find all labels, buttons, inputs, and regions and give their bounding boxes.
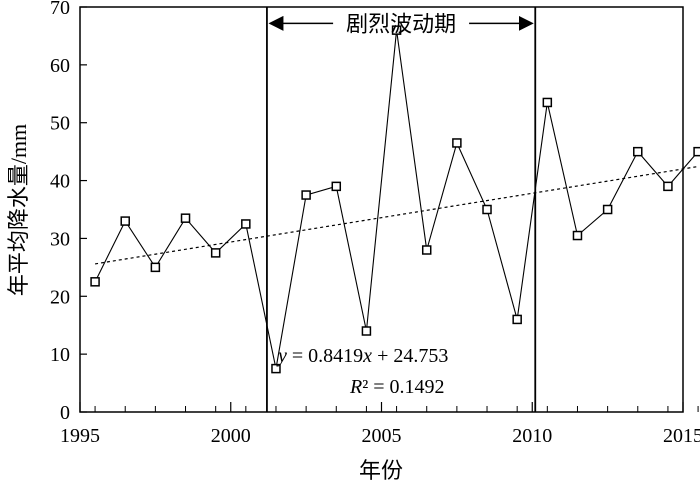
data-point bbox=[602, 204, 613, 215]
data-point bbox=[633, 146, 643, 157]
y-tick-label: 0 bbox=[60, 402, 70, 424]
data-point bbox=[391, 25, 402, 35]
data-point bbox=[120, 216, 130, 226]
data-point bbox=[542, 97, 553, 108]
data-point bbox=[210, 248, 221, 258]
data-point bbox=[361, 326, 372, 336]
x-tick-label: 2010 bbox=[512, 425, 552, 447]
series-points bbox=[90, 25, 700, 374]
r-squared: R² = 0.1492 bbox=[349, 376, 445, 398]
data-point bbox=[693, 146, 700, 157]
y-tick-label: 70 bbox=[50, 0, 70, 19]
data-point bbox=[301, 190, 311, 200]
data-point bbox=[421, 245, 432, 255]
data-point bbox=[663, 181, 673, 192]
data-point bbox=[482, 204, 492, 215]
y-tick-label: 20 bbox=[50, 286, 70, 308]
y-axis-label: 年平均降水量/mm bbox=[6, 124, 31, 296]
data-point bbox=[150, 262, 161, 273]
data-point bbox=[452, 138, 462, 148]
annotation-label: 剧烈波动期 bbox=[346, 11, 456, 36]
y-tick-label: 30 bbox=[50, 228, 70, 250]
y-axis: 0 10 20 30 40 50 60 70 bbox=[50, 0, 87, 424]
y-tick-label: 50 bbox=[50, 113, 70, 135]
data-point bbox=[331, 181, 342, 192]
y-tick-label: 40 bbox=[50, 171, 70, 193]
x-tick-label: 2015 bbox=[663, 425, 700, 447]
trend-equation: y = 0.8419x + 24.753 bbox=[276, 345, 448, 367]
data-point bbox=[572, 230, 583, 241]
x-axis: 1995 2000 2005 2010 2015 bbox=[60, 402, 700, 447]
fluctuation-annotation: 剧烈波动期 bbox=[268, 11, 534, 36]
data-point bbox=[90, 277, 100, 287]
series-line bbox=[94, 30, 699, 369]
data-point bbox=[512, 314, 522, 325]
y-tick-label: 10 bbox=[50, 344, 70, 366]
x-axis-label: 年份 bbox=[359, 458, 403, 483]
data-point bbox=[271, 363, 281, 374]
data-point bbox=[180, 213, 191, 223]
x-tick-label: 2000 bbox=[211, 425, 251, 447]
period-lines bbox=[266, 7, 537, 412]
y-tick-label: 60 bbox=[50, 55, 70, 77]
x-tick-label: 2005 bbox=[362, 425, 402, 447]
data-point bbox=[241, 219, 251, 229]
x-tick-label: 1995 bbox=[60, 425, 100, 447]
